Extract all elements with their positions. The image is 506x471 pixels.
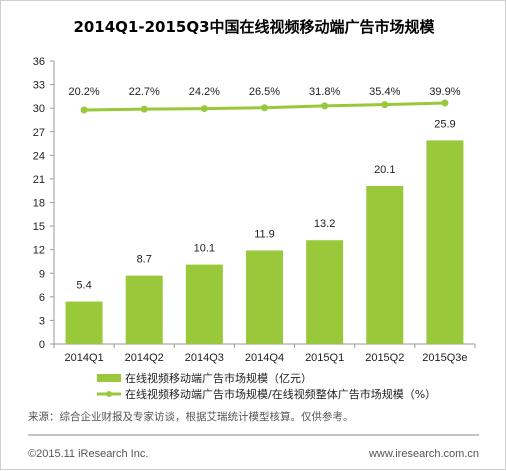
y-tick-label: 6 — [39, 292, 45, 304]
bar — [65, 301, 103, 344]
bar — [426, 140, 464, 344]
legend-line-marker — [106, 391, 112, 397]
legend-bar-label: 在线视频移动端广告市场规模（亿元） — [125, 371, 312, 385]
y-tick-label: 30 — [33, 103, 45, 115]
bar-value-label: 20.1 — [374, 164, 395, 176]
line-series: 20.2% 22.7% 24.2% 26.5% 31.8% 35.4% 39.9% — [68, 86, 461, 114]
x-axis-ticks: 2014Q1 2014Q2 2014Q3 2014Q4 2015Q1 2015Q2 2015… — [53, 344, 476, 364]
line-point — [381, 101, 389, 109]
y-tick-label: 24 — [33, 150, 45, 162]
bar-value-label: 11.9 — [254, 228, 275, 240]
line-value-label: 20.2% — [68, 86, 99, 98]
x-tick-label: 2015Q3e — [422, 352, 467, 364]
y-tick-label: 0 — [39, 339, 45, 351]
source-note: 来源：综合企业财报及专家访谈，根据艾瑞统计模型核算。仅供参考。 — [28, 410, 354, 423]
x-tick-label: 2014Q1 — [64, 352, 103, 364]
y-tick-label: 15 — [33, 221, 45, 233]
legend: 在线视频移动端广告市场规模（亿元） 在线视频移动端广告市场规模/在线视频整体广告… — [97, 371, 436, 401]
x-tick-label: 2014Q4 — [245, 352, 284, 364]
line-point — [80, 106, 88, 114]
bar-value-label: 5.4 — [76, 280, 91, 292]
bar-value-labels: 5.4 8.7 10.1 11.9 13.2 20.1 25.9 — [76, 118, 455, 291]
bar-value-label: 10.1 — [194, 243, 215, 255]
legend-bar-swatch — [97, 374, 121, 382]
bar — [306, 240, 344, 344]
legend-line-label: 在线视频移动端广告市场规模/在线视频整体广告市场规模（%） — [125, 387, 436, 401]
line-value-label: 39.9% — [429, 86, 460, 98]
line-value-label: 31.8% — [309, 86, 340, 98]
line-point — [200, 105, 208, 113]
y-tick-label: 18 — [33, 198, 45, 210]
line-point — [261, 104, 268, 112]
x-tick-label: 2014Q3 — [185, 352, 224, 364]
x-tick-label: 2015Q2 — [365, 352, 404, 364]
line-value-label: 35.4% — [369, 86, 400, 98]
line-value-label: 26.5% — [249, 86, 280, 98]
bar-value-label: 25.9 — [434, 118, 455, 130]
y-tick-label: 12 — [33, 245, 45, 257]
bar — [246, 250, 283, 344]
bar-value-label: 13.2 — [314, 218, 335, 230]
line-value-label: 24.2% — [189, 86, 220, 98]
x-tick-label: 2014Q2 — [125, 352, 164, 364]
copyright-text: ©2015.11 iResearch Inc. — [28, 448, 148, 460]
line-point — [441, 99, 449, 107]
y-tick-label: 36 — [33, 56, 45, 68]
chart-title: 2014Q1-2015Q3中国在线视频移动端广告市场规模 — [73, 18, 435, 36]
y-tick-label: 27 — [33, 127, 45, 139]
bar — [125, 275, 163, 344]
bar — [185, 264, 223, 344]
website-text: www.iresearch.com.cn — [368, 448, 479, 460]
bar-series — [65, 140, 464, 344]
bar — [366, 185, 404, 344]
line-point — [321, 102, 329, 110]
line-point — [140, 105, 148, 113]
x-tick-label: 2015Q1 — [305, 352, 344, 364]
y-tick-label: 3 — [39, 315, 45, 327]
line-value-label: 22.7% — [129, 86, 160, 98]
bar-value-label: 8.7 — [137, 254, 152, 266]
y-tick-label: 21 — [33, 174, 45, 186]
y-tick-label: 33 — [33, 80, 45, 92]
y-tick-label: 9 — [39, 268, 45, 280]
